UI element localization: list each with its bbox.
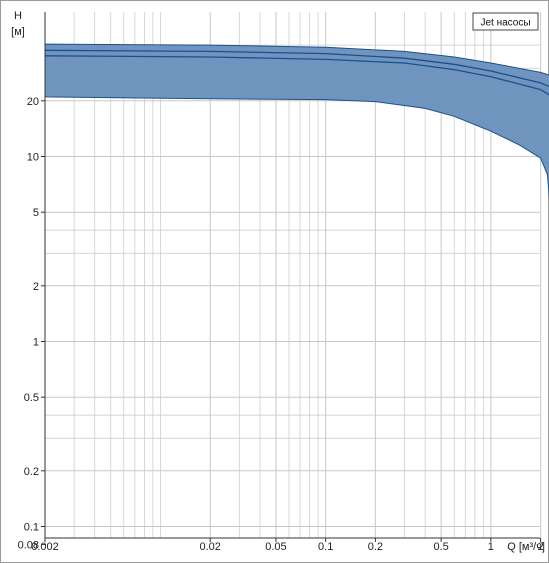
x-tick-label: 0.002: [31, 541, 59, 553]
x-tick-label: 0.5: [433, 541, 448, 553]
y-tick-label: 0.2: [24, 466, 39, 478]
y-tick-label: 1: [33, 337, 39, 349]
tick-labels: 0.002 0.02 0.05 0.1 0.2 0.5 1 2 20 10 5 2 1 0.5 0.2 0.1…: [18, 96, 544, 553]
band-area: [44, 43, 549, 200]
y-tick-label: 0.5: [24, 392, 39, 404]
axes: [44, 12, 540, 539]
y-tick-label: 20: [27, 96, 39, 108]
y-tick-label: 0.08: [18, 539, 39, 551]
y-tick-label: 0.1: [24, 522, 39, 534]
x-tick-label: 0.2: [368, 541, 383, 553]
x-tick-label: 0.02: [199, 541, 220, 553]
x-axis-title: Q [м³/ч]: [507, 541, 545, 553]
performance-curves: [44, 49, 549, 96]
x-tick-label: 2: [538, 541, 544, 553]
x-tick-label: 0.05: [265, 541, 286, 553]
performance-band: [44, 43, 549, 200]
legend: Jet насосы: [472, 12, 539, 31]
legend-box: [472, 12, 539, 31]
x-tick-label: 0.1: [318, 541, 333, 553]
y-axis-title-line1: H: [14, 10, 22, 22]
curve-2: [44, 55, 549, 96]
curve-1: [44, 49, 549, 88]
y-axis-title-line2: [м]: [11, 26, 25, 38]
x-tick-label: 1: [488, 541, 494, 553]
legend-label: Jet насосы: [480, 18, 530, 29]
y-tick-label: 10: [27, 152, 39, 164]
y-tick-label: 2: [33, 281, 39, 293]
y-tick-label: 5: [33, 207, 39, 219]
